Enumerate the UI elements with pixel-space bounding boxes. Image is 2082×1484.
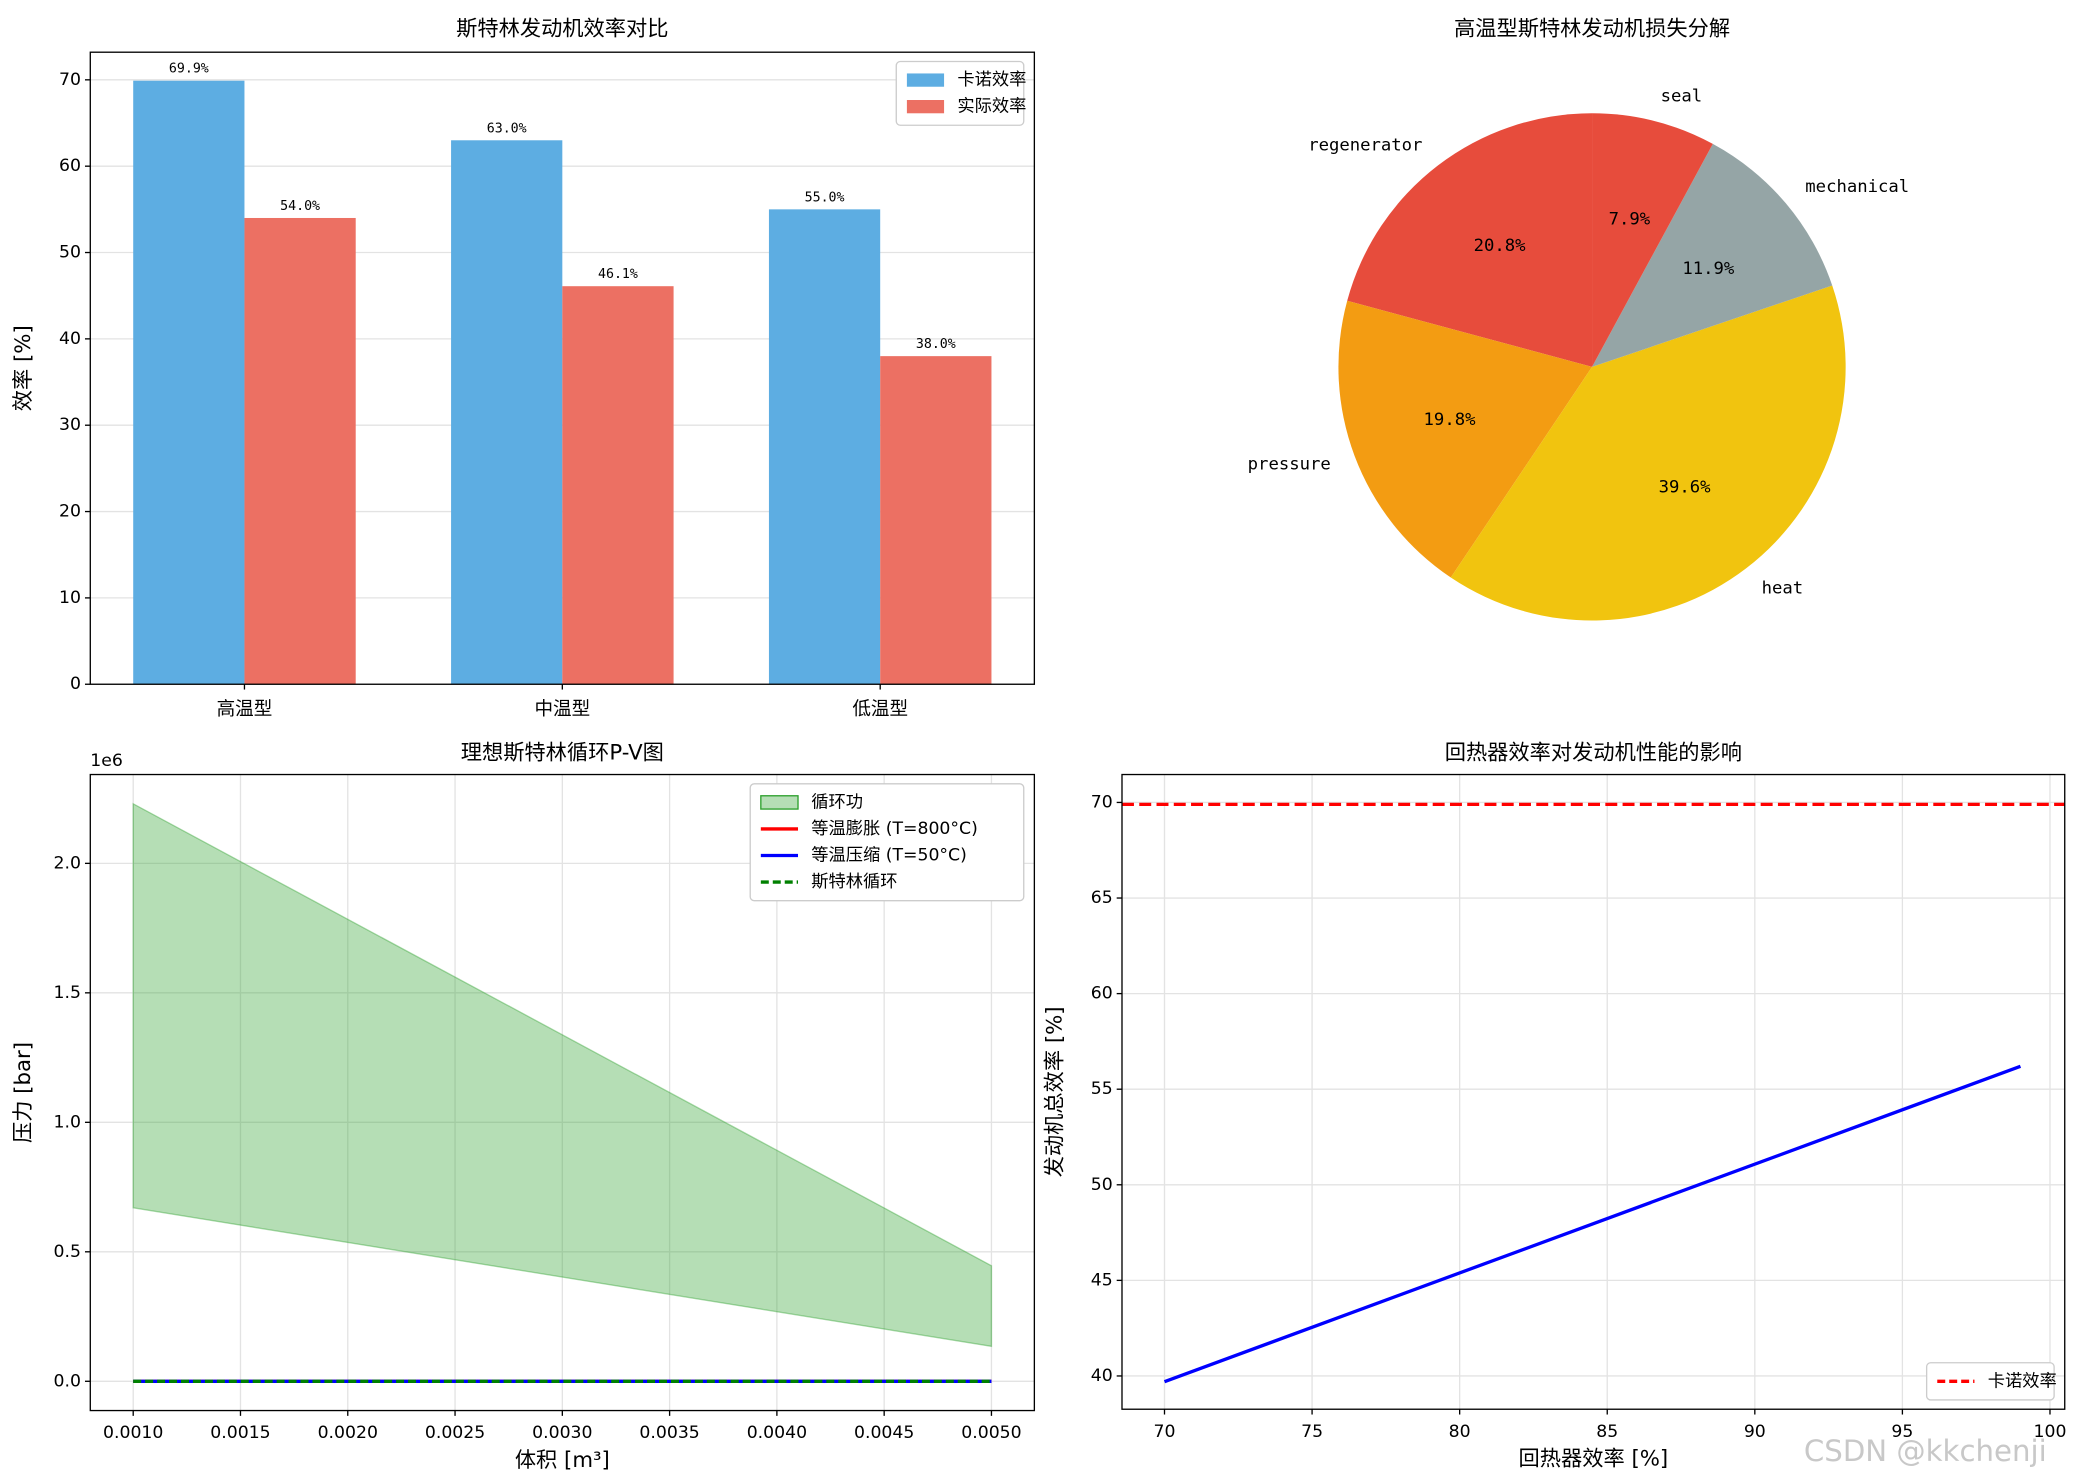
- pie-percent: 11.9%: [1682, 259, 1735, 279]
- pie-percent: 7.9%: [1609, 209, 1651, 229]
- y-tick-label: 50: [1091, 1175, 1113, 1195]
- x-tick-label: 0.0025: [425, 1423, 485, 1443]
- x-tick-label: 0.0035: [639, 1423, 699, 1443]
- chart-title: 高温型斯特林发动机损失分解: [1454, 17, 1730, 42]
- x-tick-label: 85: [1596, 1422, 1618, 1442]
- y-tick-label: 1.5: [54, 983, 81, 1003]
- bar: [133, 80, 245, 685]
- pie-slice: [1592, 143, 1833, 367]
- y-tick-label: 10: [59, 588, 81, 608]
- chart-title: 斯特林发动机效率对比: [456, 17, 668, 42]
- legend-label: 卡诺效率: [1988, 1371, 2057, 1391]
- y-tick-label: 55: [1091, 1079, 1113, 1099]
- x-tick-label: 中温型: [534, 699, 590, 720]
- legend-label: 斯特林循环: [811, 872, 897, 892]
- axes-frame: [89, 773, 1036, 1412]
- fill-area: [132, 802, 993, 1348]
- y-tick-label: 60: [59, 156, 81, 176]
- pie-percent: 20.8%: [1474, 236, 1527, 256]
- x-tick-label: 0.0045: [854, 1423, 914, 1443]
- legend-label: 循环功: [811, 792, 863, 812]
- y-tick-label: 20: [59, 502, 81, 522]
- pie-percent: 39.6%: [1659, 478, 1712, 498]
- legend-box: [749, 783, 1025, 902]
- x-tick-label: 90: [1744, 1422, 1766, 1442]
- bar: [244, 217, 356, 685]
- x-tick-label: 100: [2034, 1422, 2067, 1442]
- x-tick-label: 0.0050: [961, 1423, 1021, 1443]
- legend-swatch: [906, 73, 945, 87]
- y-axis-label: 效率 [%]: [11, 325, 36, 411]
- x-tick-label: 0.0015: [210, 1423, 270, 1443]
- x-tick-label: 0.0040: [747, 1423, 807, 1443]
- pie-slice: [1338, 300, 1593, 578]
- legend-label: 卡诺效率: [957, 70, 1026, 90]
- x-tick-label: 70: [1154, 1422, 1176, 1442]
- offset-label: 1e6: [90, 751, 123, 771]
- pie-slice: [1592, 113, 1713, 367]
- y-tick-label: 45: [1091, 1270, 1113, 1290]
- axes-frame: [1121, 773, 2066, 1410]
- pie-slice: [1450, 285, 1846, 621]
- bar: [880, 356, 992, 685]
- value-label: 63.0%: [487, 121, 527, 136]
- x-tick-label: 0.0030: [532, 1423, 592, 1443]
- y-tick-label: 70: [1091, 792, 1113, 812]
- x-tick-label: 95: [1891, 1422, 1913, 1442]
- y-axis-label: 发动机总效率 [%]: [1043, 1006, 1068, 1177]
- pie-label: regenerator: [1308, 135, 1422, 155]
- x-tick-label: 0.0010: [103, 1423, 163, 1443]
- x-tick-label: 0.0020: [318, 1423, 378, 1443]
- chart-title: 回热器效率对发动机性能的影响: [1445, 740, 1742, 765]
- legend-box: [1925, 1362, 2055, 1401]
- value-label: 55.0%: [805, 190, 845, 205]
- y-tick-label: 65: [1091, 888, 1113, 908]
- bar: [451, 140, 563, 685]
- y-tick-label: 0.0: [54, 1371, 81, 1391]
- x-tick-label: 75: [1301, 1422, 1323, 1442]
- y-tick-label: 50: [59, 243, 81, 263]
- pie-label: heat: [1762, 578, 1804, 598]
- pie-label: mechanical: [1805, 177, 1909, 197]
- pie-slice: [1347, 113, 1593, 367]
- chart-title: 理想斯特林循环P-V图: [461, 740, 664, 765]
- legend-label: 等温压缩 (T=50°C): [811, 846, 967, 866]
- watermark: CSDN @kkchenji: [1804, 1434, 2047, 1468]
- y-tick-label: 1.0: [54, 1112, 81, 1132]
- value-label: 54.0%: [280, 199, 320, 214]
- y-tick-label: 0: [70, 674, 81, 694]
- y-axis-label: 压力 [bar]: [11, 1042, 36, 1143]
- legend-swatch: [760, 795, 799, 810]
- x-tick-label: 低温型: [852, 699, 908, 720]
- value-label: 46.1%: [598, 267, 638, 282]
- x-axis-label: 体积 [m³]: [515, 1448, 610, 1473]
- pie-percent: 19.8%: [1424, 410, 1477, 430]
- y-tick-label: 60: [1091, 984, 1113, 1004]
- legend-label: 等温膨胀 (T=800°C): [811, 819, 978, 839]
- value-label: 38.0%: [916, 337, 956, 352]
- pie-label: pressure: [1248, 455, 1331, 475]
- x-axis-label: 回热器效率 [%]: [1519, 1447, 1669, 1472]
- y-tick-label: 40: [59, 329, 81, 349]
- series-line: [1163, 1064, 2022, 1384]
- y-tick-label: 70: [59, 70, 81, 90]
- y-tick-label: 2.0: [54, 853, 81, 873]
- value-label: 69.9%: [169, 62, 209, 77]
- x-tick-label: 高温型: [217, 699, 273, 720]
- y-tick-label: 0.5: [54, 1242, 81, 1262]
- y-tick-label: 30: [59, 415, 81, 435]
- axes-frame: [89, 51, 1036, 685]
- pie-label: seal: [1661, 86, 1703, 106]
- bar: [768, 209, 881, 685]
- x-tick-label: 80: [1449, 1422, 1471, 1442]
- legend-swatch: [906, 100, 945, 114]
- bar: [562, 286, 674, 685]
- y-tick-label: 40: [1091, 1366, 1113, 1386]
- legend-label: 实际效率: [957, 97, 1026, 117]
